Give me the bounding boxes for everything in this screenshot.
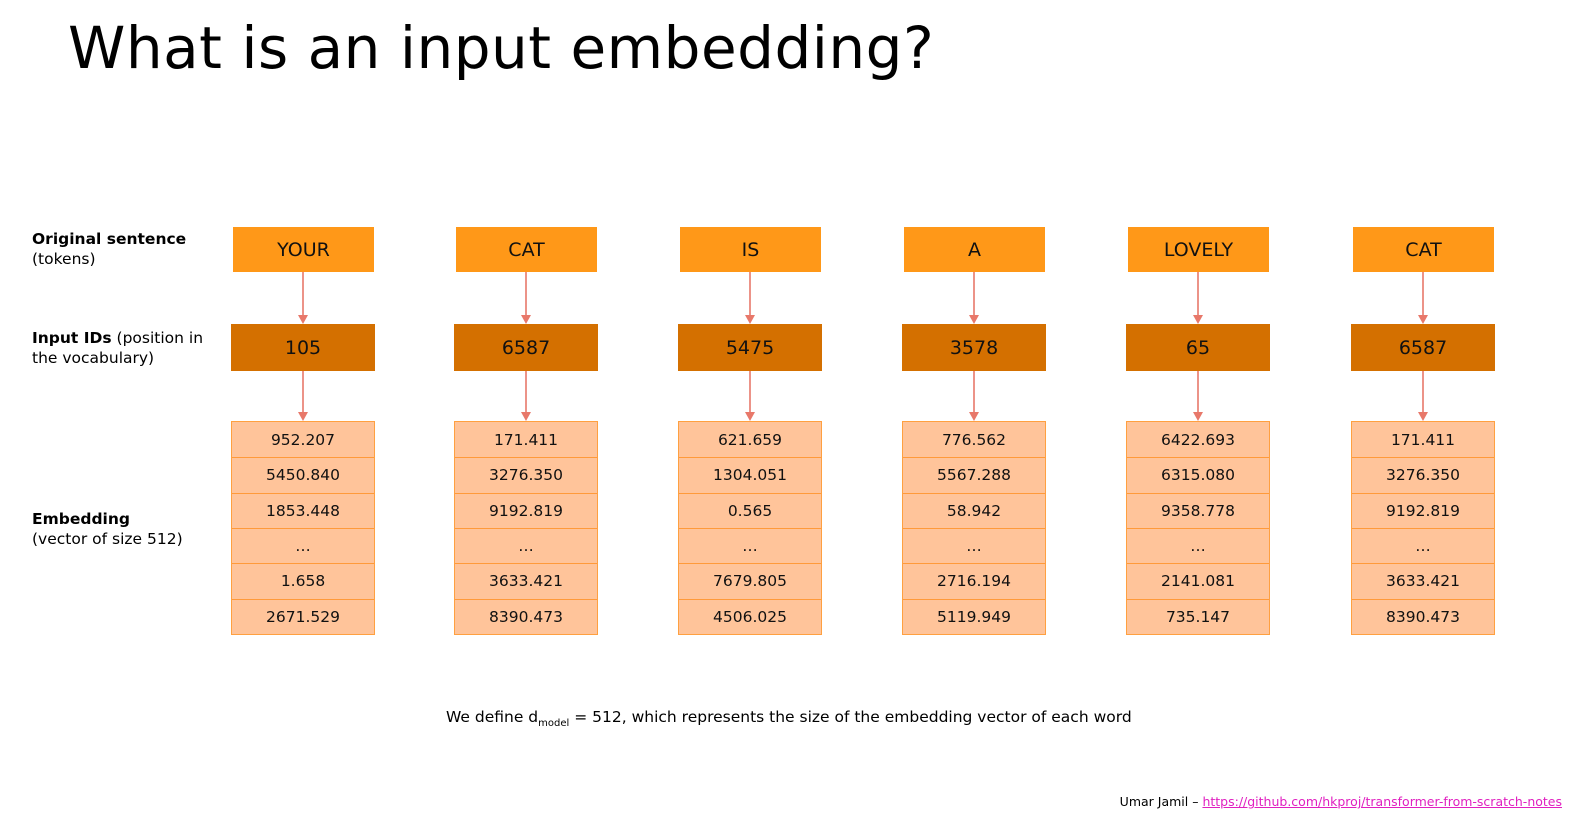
embedding-value: … — [903, 527, 1045, 563]
caption-text-before: We define d — [446, 708, 539, 726]
embedding-vector: 171.411 3276.350 9192.819… 3633.421 8390.473 — [454, 421, 598, 635]
token-to-id-arrow — [1193, 272, 1203, 324]
original-sentence-label-sub: (tokens) — [32, 250, 96, 268]
input-id-box: 3578 — [902, 324, 1046, 371]
caption-subscript: model — [538, 718, 570, 730]
token-box: IS — [680, 227, 821, 272]
embedding-value: 8390.473 — [1352, 598, 1494, 634]
embedding-value: 5567.288 — [903, 457, 1045, 492]
embedding-value: 5450.840 — [232, 457, 374, 492]
embedding-value: 4506.025 — [679, 598, 821, 634]
embedding-vector: 776.562 5567.288 58.942… 2716.194 5119.949 — [902, 421, 1046, 635]
input-id-box: 105 — [231, 324, 375, 371]
embedding-value: 3276.350 — [455, 457, 597, 492]
embedding-value: … — [679, 527, 821, 563]
token-box: LOVELY — [1128, 227, 1269, 272]
embedding-value: 3276.350 — [1352, 457, 1494, 492]
token-to-id-arrow — [969, 272, 979, 324]
embedding-value: … — [1127, 527, 1269, 563]
embedding-value: 171.411 — [493, 430, 559, 449]
embedding-value: … — [232, 527, 374, 563]
embedding-value: 7679.805 — [679, 563, 821, 598]
caption: We define dmodel = 512, which represents… — [446, 708, 1132, 729]
embedding-value: 1.658 — [232, 563, 374, 598]
embedding-value: 171.411 — [1390, 430, 1456, 449]
input-ids-label-sub-1: (position in — [111, 329, 204, 347]
embedding-value: 2141.081 — [1127, 563, 1269, 598]
token-box: YOUR — [233, 227, 374, 272]
id-to-embedding-arrow — [969, 371, 979, 421]
embedding-value: 952.207 — [270, 430, 336, 449]
footer-author: Umar Jamil – — [1119, 794, 1203, 809]
id-to-embedding-arrow — [1418, 371, 1428, 421]
embedding-value: 8390.473 — [455, 598, 597, 634]
token-box: A — [904, 227, 1045, 272]
embedding-vector: 952.207 5450.840 1853.448… 1.658 2671.529 — [231, 421, 375, 635]
embedding-value: 3633.421 — [455, 563, 597, 598]
embedding-value: 2671.529 — [232, 598, 374, 634]
embedding-vector: 171.411 3276.350 9192.819… 3633.421 8390.473 — [1351, 421, 1495, 635]
embedding-value: 2716.194 — [903, 563, 1045, 598]
original-sentence-label-bold: Original sentence — [32, 230, 187, 248]
token-box: CAT — [456, 227, 597, 272]
footer-link[interactable]: https://github.com/hkproj/transformer-fr… — [1202, 794, 1562, 809]
embedding-value: … — [455, 527, 597, 563]
input-ids-label: Input IDs (position in the vocabulary) — [32, 328, 203, 368]
token-to-id-arrow — [298, 272, 308, 324]
embedding-value: … — [1352, 527, 1494, 563]
token-to-id-arrow — [745, 272, 755, 324]
caption-text-after: = 512, which represents the size of the … — [569, 708, 1132, 726]
embedding-label-bold: Embedding — [32, 510, 130, 528]
embedding-value: 0.565 — [679, 492, 821, 528]
embedding-value: 9192.819 — [455, 492, 597, 528]
id-to-embedding-arrow — [745, 371, 755, 421]
id-to-embedding-arrow — [298, 371, 308, 421]
footer: Umar Jamil – https://github.com/hkproj/t… — [1120, 794, 1562, 809]
id-to-embedding-arrow — [521, 371, 531, 421]
embedding-value: 6422.693 — [1161, 430, 1235, 449]
input-ids-label-sub-2: the vocabulary) — [32, 349, 155, 367]
input-id-box: 6587 — [454, 324, 598, 371]
input-id-box: 65 — [1126, 324, 1270, 371]
embedding-value: 1304.051 — [679, 457, 821, 492]
token-to-id-arrow — [1418, 272, 1428, 324]
embedding-value: 6315.080 — [1127, 457, 1269, 492]
embedding-vector: 621.659 1304.051 0.565… 7679.805 4506.025 — [678, 421, 822, 635]
embedding-value: 9358.778 — [1127, 492, 1269, 528]
input-ids-label-bold: Input IDs — [32, 329, 112, 347]
embedding-vector: 6422.693 6315.080 9358.778… 2141.081 735.147 — [1126, 421, 1270, 635]
embedding-value: 58.942 — [903, 492, 1045, 528]
token-box: CAT — [1353, 227, 1494, 272]
embedding-value: 3633.421 — [1352, 563, 1494, 598]
token-to-id-arrow — [521, 272, 531, 324]
embedding-label-sub: (vector of size 512) — [32, 530, 183, 548]
embedding-value: 621.659 — [717, 430, 783, 449]
slide-title: What is an input embedding? — [68, 14, 935, 82]
embedding-label: Embedding (vector of size 512) — [32, 509, 183, 549]
id-to-embedding-arrow — [1193, 371, 1203, 421]
input-id-box: 6587 — [1351, 324, 1495, 371]
embedding-value: 735.147 — [1127, 598, 1269, 634]
original-sentence-label: Original sentence (tokens) — [32, 229, 186, 269]
embedding-value: 9192.819 — [1352, 492, 1494, 528]
embedding-value: 1853.448 — [232, 492, 374, 528]
embedding-value: 776.562 — [941, 430, 1007, 449]
input-id-box: 5475 — [678, 324, 822, 371]
embedding-value: 5119.949 — [903, 598, 1045, 634]
